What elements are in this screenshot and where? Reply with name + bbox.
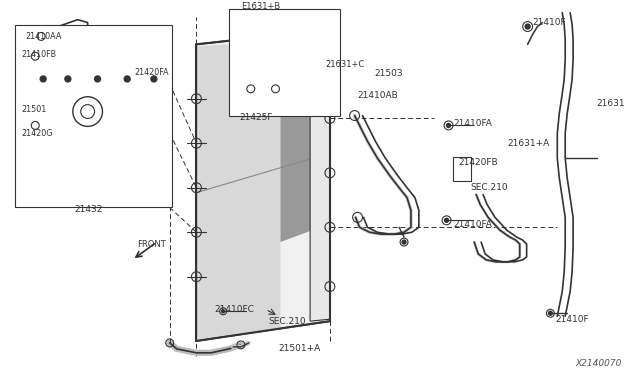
Text: 21410FB: 21410FB <box>21 50 56 59</box>
Text: 21410FA: 21410FA <box>454 220 492 229</box>
Circle shape <box>40 76 46 82</box>
Bar <box>15 25 172 208</box>
Text: 21631: 21631 <box>597 99 625 108</box>
Polygon shape <box>198 41 280 339</box>
Bar <box>454 157 471 181</box>
Circle shape <box>445 218 449 222</box>
Text: E1631+B: E1631+B <box>241 2 280 11</box>
Circle shape <box>525 24 530 29</box>
Text: 21631+A: 21631+A <box>508 139 550 148</box>
Text: 21501+A: 21501+A <box>278 344 321 353</box>
Text: SEC.210: SEC.210 <box>269 317 306 326</box>
Text: 21410AA: 21410AA <box>26 32 61 41</box>
Text: 21410FA: 21410FA <box>454 119 492 128</box>
Circle shape <box>124 76 130 82</box>
Circle shape <box>65 76 71 82</box>
Text: 21410AB: 21410AB <box>358 91 398 100</box>
Text: X2140070: X2140070 <box>575 359 621 368</box>
Circle shape <box>447 124 451 127</box>
Circle shape <box>402 240 406 244</box>
Text: 21432: 21432 <box>75 205 103 214</box>
Text: 21420FB: 21420FB <box>458 158 498 167</box>
Circle shape <box>221 310 225 313</box>
Text: 21420FA: 21420FA <box>134 68 168 77</box>
Text: 21410F: 21410F <box>532 18 566 27</box>
Text: 21420G: 21420G <box>21 129 53 138</box>
Polygon shape <box>280 94 328 242</box>
Text: FRONT: FRONT <box>137 240 166 248</box>
Polygon shape <box>310 31 330 321</box>
Text: SEC.210: SEC.210 <box>470 183 508 192</box>
Text: 21501: 21501 <box>21 105 47 114</box>
Text: 21425F: 21425F <box>239 113 273 122</box>
Circle shape <box>95 76 100 82</box>
Text: 21410FC: 21410FC <box>214 305 254 314</box>
Circle shape <box>151 76 157 82</box>
Bar <box>229 9 340 116</box>
Polygon shape <box>196 29 330 341</box>
Text: 21503: 21503 <box>374 70 403 78</box>
Text: 21631+C: 21631+C <box>325 60 364 68</box>
Circle shape <box>548 311 552 315</box>
Text: 21410F: 21410F <box>556 315 589 324</box>
